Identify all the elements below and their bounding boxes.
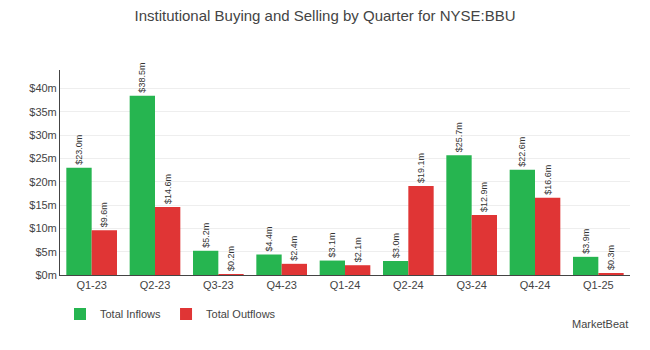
svg-text:$38.5m: $38.5m — [137, 63, 147, 93]
svg-text:Total Outflows: Total Outflows — [206, 308, 276, 320]
svg-text:$5.2m: $5.2m — [201, 223, 211, 248]
svg-text:$0.2m: $0.2m — [226, 246, 236, 271]
svg-text:$3.9m: $3.9m — [581, 229, 591, 254]
svg-text:$14.6m: $14.6m — [163, 174, 173, 204]
svg-text:Q1-25: Q1-25 — [583, 279, 614, 291]
svg-text:$3.1m: $3.1m — [327, 233, 337, 258]
svg-text:Q4-24: Q4-24 — [520, 279, 551, 291]
svg-text:$22.6m: $22.6m — [517, 137, 527, 167]
svg-text:Institutional Buying and Selli: Institutional Buying and Selling by Quar… — [134, 7, 515, 24]
svg-text:$20m: $20m — [29, 176, 57, 188]
svg-text:$30m: $30m — [29, 129, 57, 141]
svg-text:$10m: $10m — [29, 222, 57, 234]
svg-text:$35m: $35m — [29, 106, 57, 118]
svg-text:$16.6m: $16.6m — [543, 165, 553, 195]
svg-text:$0m: $0m — [35, 269, 56, 281]
svg-text:MarketBeat: MarketBeat — [572, 318, 628, 330]
svg-text:Q3-23: Q3-23 — [203, 279, 234, 291]
svg-text:$0.3m: $0.3m — [606, 245, 616, 270]
svg-text:$9.6m: $9.6m — [99, 202, 109, 227]
svg-text:$23.0m: $23.0m — [74, 135, 84, 165]
svg-text:$25m: $25m — [29, 152, 57, 164]
svg-text:$12.9m: $12.9m — [479, 182, 489, 212]
svg-text:$25.7m: $25.7m — [454, 122, 464, 152]
svg-text:Q4-23: Q4-23 — [266, 279, 297, 291]
svg-text:Q2-23: Q2-23 — [140, 279, 171, 291]
svg-text:$3.0m: $3.0m — [391, 233, 401, 258]
svg-text:$5m: $5m — [35, 246, 56, 258]
svg-text:Total Inflows: Total Inflows — [100, 308, 161, 320]
svg-text:$2.1m: $2.1m — [353, 237, 363, 262]
svg-text:Q1-23: Q1-23 — [76, 279, 107, 291]
svg-text:Q1-24: Q1-24 — [330, 279, 361, 291]
svg-text:$19.1m: $19.1m — [416, 153, 426, 183]
svg-text:Q3-24: Q3-24 — [456, 279, 487, 291]
svg-text:Q2-24: Q2-24 — [393, 279, 424, 291]
svg-text:$2.4m: $2.4m — [289, 236, 299, 261]
svg-text:$15m: $15m — [29, 199, 57, 211]
svg-text:$40m: $40m — [29, 82, 57, 94]
svg-text:$4.4m: $4.4m — [264, 226, 274, 251]
